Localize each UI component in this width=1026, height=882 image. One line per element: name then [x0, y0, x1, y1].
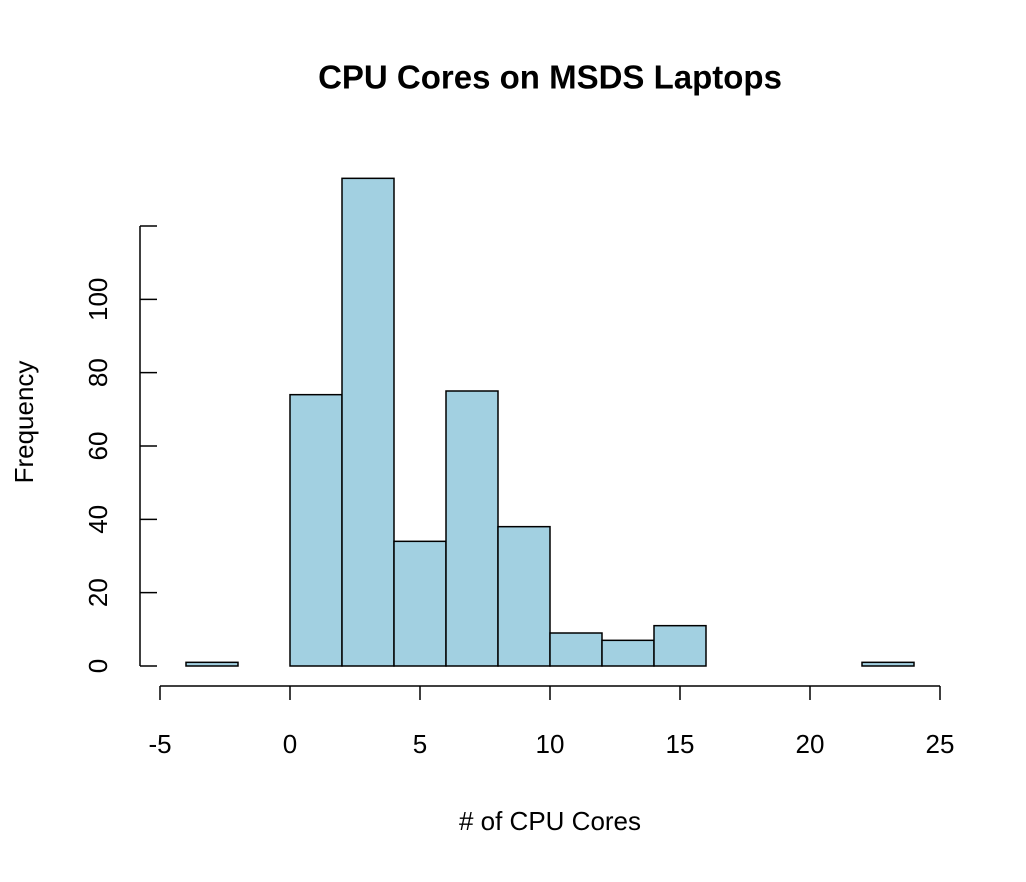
bar	[653, 624, 707, 667]
bar	[341, 177, 395, 667]
bar	[185, 661, 239, 667]
bar	[445, 390, 499, 667]
y-tick-label: 40	[83, 505, 113, 534]
x-tick-label: 5	[413, 729, 427, 759]
x-tick-label: 10	[536, 729, 565, 759]
y-tick-label: 100	[83, 278, 113, 321]
bar	[289, 393, 343, 667]
x-axis-label: # of CPU Cores	[459, 806, 641, 836]
bar	[601, 639, 655, 667]
x-tick-label: -5	[148, 729, 171, 759]
x-tick-label: 25	[926, 729, 955, 759]
y-tick-label: 0	[83, 659, 113, 673]
y-tick-label: 80	[83, 358, 113, 387]
x-tick-label: 0	[283, 729, 297, 759]
x-tick-label: 20	[796, 729, 825, 759]
x-tick-label: 15	[666, 729, 695, 759]
bar	[393, 540, 447, 667]
y-tick-label: 20	[83, 578, 113, 607]
y-axis-label: Frequency	[9, 361, 39, 484]
bar	[549, 632, 603, 667]
y-tick-label: 60	[83, 432, 113, 461]
bar	[861, 661, 915, 667]
chart-title: CPU Cores on MSDS Laptops	[318, 59, 782, 96]
bar	[497, 525, 551, 667]
